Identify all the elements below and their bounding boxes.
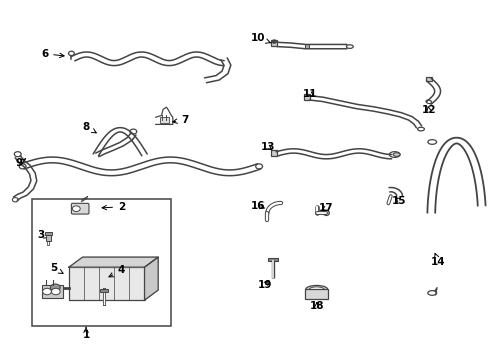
Text: 18: 18 [309,301,323,311]
Text: 9: 9 [16,158,25,168]
Circle shape [19,164,26,169]
Text: 19: 19 [257,280,272,290]
Text: 17: 17 [319,203,333,213]
Circle shape [255,164,262,169]
FancyBboxPatch shape [71,203,89,214]
Bar [267,258,277,261]
Ellipse shape [427,291,436,295]
Ellipse shape [425,100,431,104]
Circle shape [271,40,276,43]
Ellipse shape [392,153,399,156]
Polygon shape [69,257,158,267]
Bar [305,44,309,48]
Ellipse shape [309,287,324,292]
Circle shape [72,206,80,212]
Text: 10: 10 [250,33,270,43]
Ellipse shape [323,211,329,216]
Circle shape [42,288,51,295]
Ellipse shape [427,140,436,144]
Ellipse shape [388,152,399,157]
Bar [100,289,108,292]
Bar [44,232,52,235]
Text: 16: 16 [250,201,265,211]
Text: 3: 3 [37,230,48,239]
Text: 15: 15 [391,196,406,206]
Text: 5: 5 [50,263,63,273]
Bar [425,77,431,81]
Circle shape [14,152,21,157]
Bar [304,94,309,100]
Polygon shape [144,257,158,300]
Circle shape [130,129,137,134]
Text: 8: 8 [82,122,96,133]
Bar [271,40,277,46]
Bar [32,199,171,326]
Bar [46,235,51,241]
Text: 14: 14 [430,253,445,267]
Circle shape [51,288,60,295]
Bar [159,117,168,123]
Text: 2: 2 [102,202,125,212]
Text: 13: 13 [260,142,275,152]
Ellipse shape [346,45,352,48]
Circle shape [12,198,18,202]
Ellipse shape [417,127,424,131]
Text: 11: 11 [303,89,317,99]
Bar [305,289,327,299]
Ellipse shape [305,285,327,293]
Circle shape [50,284,60,291]
Circle shape [68,51,74,55]
Bar [42,285,62,298]
Text: 4: 4 [109,265,125,277]
Bar [69,267,144,300]
Text: 6: 6 [41,49,64,59]
Text: 12: 12 [421,105,435,115]
Text: 1: 1 [82,327,89,340]
Text: 7: 7 [172,115,188,125]
Bar [271,150,277,156]
